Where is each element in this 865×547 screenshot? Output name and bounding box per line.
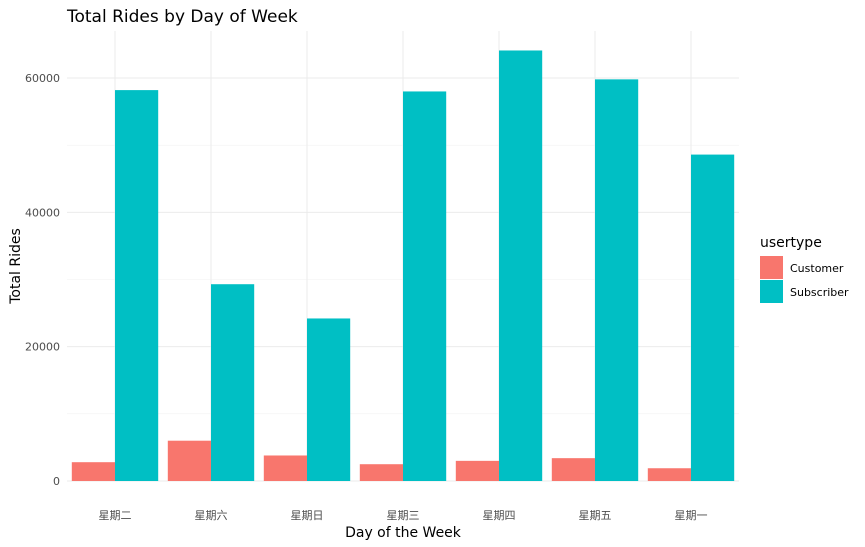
x-tick-label: 星期三 [387, 509, 420, 522]
bar-subscriber [307, 318, 351, 481]
x-tick-label: 星期五 [579, 509, 612, 522]
x-tick-label: 星期一 [675, 509, 708, 522]
y-tick-label: 0 [53, 475, 60, 488]
y-tick-label: 40000 [25, 206, 60, 219]
x-axis-ticks: 星期二 星期六 星期日 星期三 星期四 星期五 星期一 [99, 509, 708, 522]
bar-subscriber [691, 154, 735, 481]
y-tick-label: 60000 [25, 72, 60, 85]
bar-customer [455, 460, 499, 481]
x-tick-label: 星期四 [483, 509, 516, 522]
legend-label-customer: Customer [790, 262, 844, 275]
bar-customer [263, 455, 307, 481]
bar-customer [647, 468, 691, 481]
bar-subscriber [595, 79, 639, 481]
y-tick-label: 20000 [25, 341, 60, 354]
bar-subscriber [211, 284, 255, 481]
legend-title: usertype [760, 235, 822, 251]
y-axis-title: Total Rides [8, 228, 24, 305]
bar-customer [551, 458, 595, 481]
y-axis-ticks: 0 20000 40000 60000 [25, 72, 60, 488]
legend-swatch-customer [760, 256, 783, 279]
legend-label-subscriber: Subscriber [790, 286, 849, 299]
bar-customer [167, 440, 211, 481]
x-axis-title: Day of the Week [345, 525, 462, 541]
legend: usertype Customer Subscriber [760, 235, 849, 303]
bar-subscriber [403, 91, 447, 482]
bar-customer [71, 462, 115, 481]
bars [71, 50, 735, 482]
bar-subscriber [115, 90, 159, 481]
bar-customer [359, 464, 403, 481]
x-tick-label: 星期六 [195, 509, 228, 522]
chart-title: Total Rides by Day of Week [66, 7, 298, 27]
x-tick-label: 星期日 [291, 509, 324, 522]
x-tick-label: 星期二 [99, 509, 132, 522]
legend-swatch-subscriber [760, 280, 783, 303]
bar-subscriber [499, 50, 543, 482]
